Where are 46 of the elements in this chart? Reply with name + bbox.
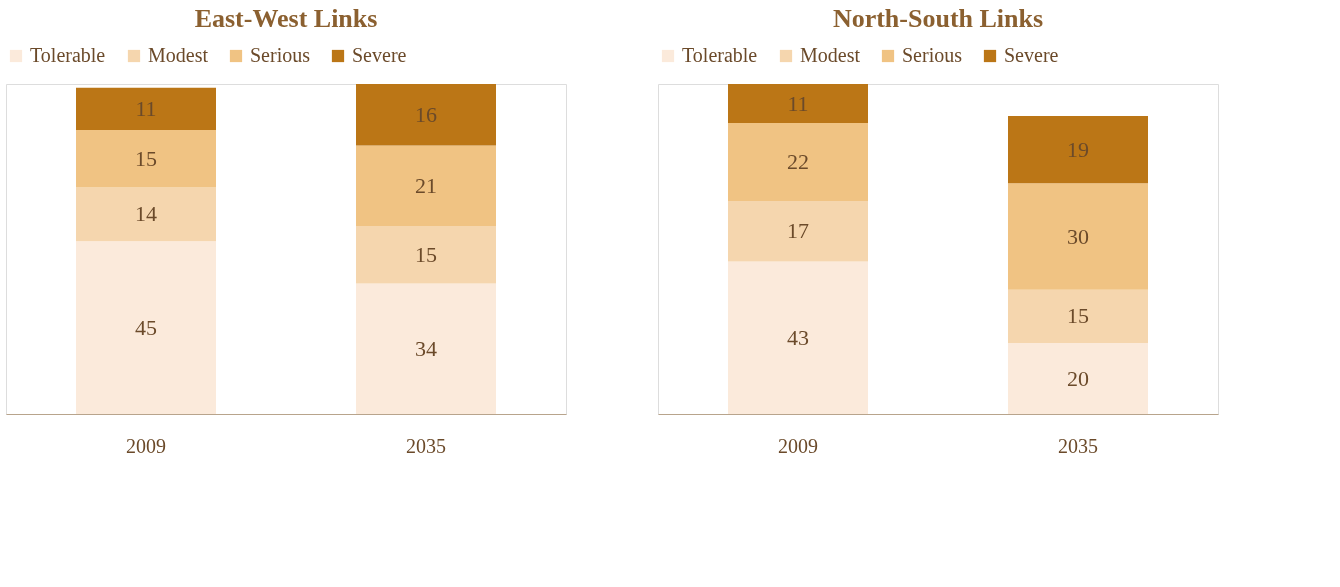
legend-label: Serious <box>902 44 963 66</box>
legend-label: Severe <box>352 44 407 66</box>
x-tick-label: 2035 <box>406 434 446 457</box>
data-label: 16 <box>415 101 437 127</box>
bar <box>356 225 496 284</box>
legend-label: Modest <box>800 44 861 66</box>
bar <box>728 84 868 124</box>
data-label: 11 <box>787 90 809 116</box>
legend-label: Serious <box>250 44 311 66</box>
bar <box>728 261 868 414</box>
legend-label: Tolerable <box>30 44 106 66</box>
data-label: 45 <box>135 314 157 340</box>
chart-title: North-South Links <box>832 4 1044 33</box>
chart-title: East-West Links <box>194 4 378 33</box>
bar <box>76 130 216 188</box>
bar <box>356 84 496 146</box>
legend-label: Modest <box>148 44 209 66</box>
legend-label: Tolerable <box>682 44 758 66</box>
x-tick-label: 2009 <box>126 434 166 457</box>
bar <box>356 145 496 226</box>
data-label: 15 <box>1067 303 1089 329</box>
bar <box>728 201 868 262</box>
data-label: 20 <box>1067 365 1089 391</box>
bar <box>1008 289 1148 344</box>
data-label: 17 <box>787 218 809 244</box>
data-label: 15 <box>415 241 437 267</box>
data-label: 22 <box>787 149 809 175</box>
bar <box>76 241 216 414</box>
data-label: 14 <box>135 201 157 227</box>
x-tick-label: 2009 <box>778 434 818 457</box>
legend-label: Severe <box>1004 44 1059 66</box>
bar <box>728 123 868 202</box>
bar <box>1008 115 1148 184</box>
data-label: 19 <box>1067 136 1089 162</box>
data-label: 15 <box>135 145 157 171</box>
bar <box>1008 183 1148 290</box>
data-label: 21 <box>415 172 437 198</box>
data-label: 30 <box>1067 223 1089 249</box>
x-tick-label: 2035 <box>1058 434 1098 457</box>
bar <box>356 283 496 414</box>
bar <box>1008 343 1148 414</box>
data-label: 43 <box>787 324 809 350</box>
data-label: 11 <box>135 95 157 121</box>
data-label: 34 <box>415 335 437 361</box>
bar <box>76 187 216 242</box>
bar <box>76 87 216 131</box>
